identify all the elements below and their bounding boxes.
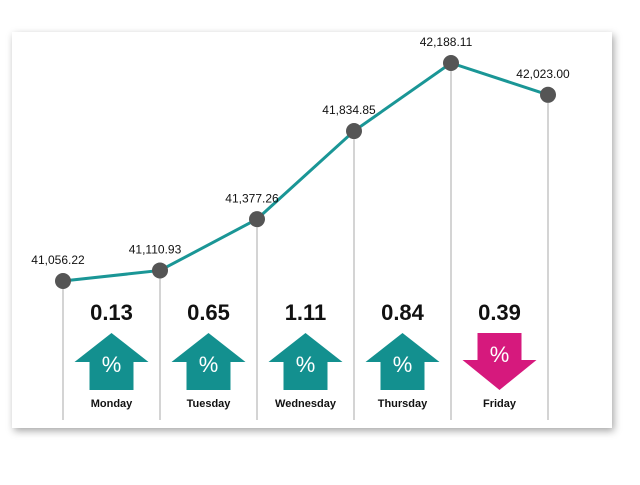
arrow-up bbox=[268, 333, 343, 390]
line bbox=[62, 61, 549, 283]
day-label: Friday bbox=[483, 398, 517, 410]
percent-symbol: % bbox=[393, 352, 413, 377]
arrow-up bbox=[171, 333, 246, 390]
arrow-down bbox=[462, 333, 537, 390]
percent-symbol: % bbox=[102, 352, 122, 377]
change-value: 0.65 bbox=[187, 300, 230, 325]
percent-symbol: % bbox=[490, 342, 510, 367]
arrow-up bbox=[365, 333, 440, 390]
day-label: Wednesday bbox=[275, 398, 337, 410]
point bbox=[540, 86, 556, 103]
value-label: 41,834.85 bbox=[322, 103, 376, 117]
change-value: 0.39 bbox=[478, 300, 521, 325]
point bbox=[249, 211, 265, 228]
day-label: Tuesday bbox=[187, 398, 232, 410]
point bbox=[443, 55, 459, 71]
value-label: 41,377.26 bbox=[225, 191, 279, 205]
percent-symbol: % bbox=[199, 352, 219, 377]
value-label: 42,023.00 bbox=[516, 67, 570, 81]
point bbox=[346, 123, 362, 140]
day-label: Monday bbox=[91, 398, 133, 410]
point bbox=[55, 273, 71, 289]
arrow-up bbox=[74, 333, 149, 390]
value-label: 41,056.22 bbox=[31, 253, 85, 267]
change-value: 0.13 bbox=[90, 300, 133, 325]
day-label: Thursday bbox=[378, 398, 428, 410]
point bbox=[152, 262, 168, 279]
change-value: 1.11 bbox=[285, 300, 327, 325]
percent-symbol: % bbox=[296, 352, 316, 377]
value-label: 42,188.11 bbox=[420, 35, 473, 49]
value-label: 41,110.93 bbox=[129, 243, 182, 257]
change-value: 0.84 bbox=[381, 300, 425, 325]
